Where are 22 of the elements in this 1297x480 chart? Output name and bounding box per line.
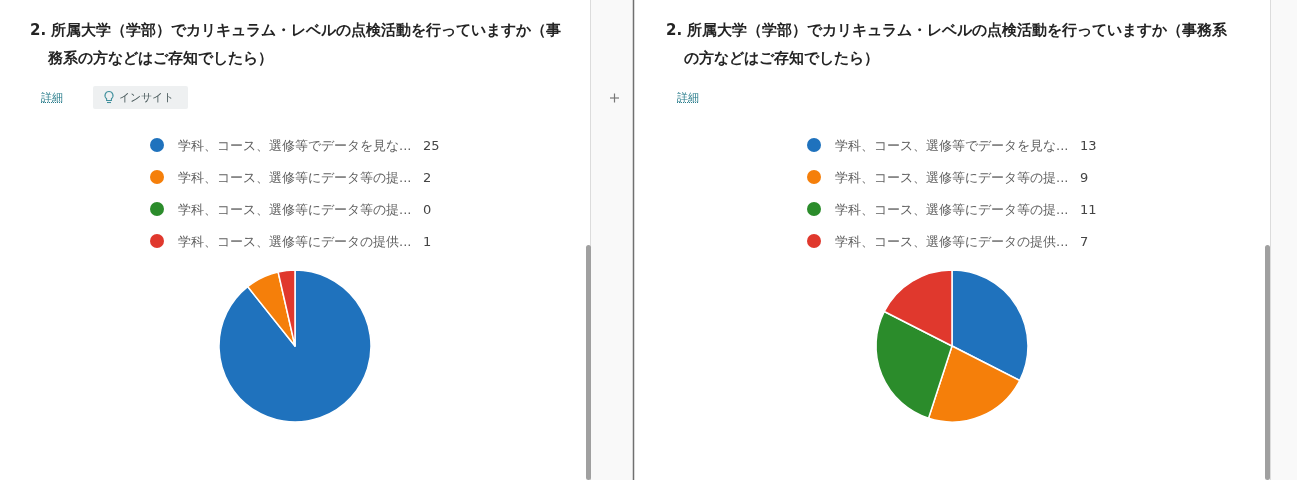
data-label: 11 — [1080, 201, 1097, 217]
data-label: 13 — [1080, 137, 1097, 153]
legend-label: 学科、コース、選修等にデータの提供... — [835, 233, 1069, 249]
pie-slice — [218, 269, 372, 423]
legend-label: 学科、コース、選修等にデータ等の提... — [835, 201, 1069, 217]
chart-title: 2. 所属大学（学部）でカリキュラム・レベルの点検活動を行っていますか（事務系の方などはご存知でしたら） — [666, 20, 1229, 69]
legend-label: 学科、コース、選修等にデータの提供... — [178, 233, 412, 249]
text: 詳細 — [677, 89, 699, 105]
data-label: 7 — [1080, 233, 1089, 249]
data-label: 1 — [423, 233, 432, 249]
legend-label: 学科、コース、選修等にデータ等の提... — [178, 169, 412, 185]
data-label: 9 — [1080, 169, 1089, 185]
legend-label: 学科、コース、選修等にデータ等の提... — [178, 201, 412, 217]
chart-title: 2. 所属大学（学部）でカリキュラム・レベルの点検活動を行っていますか（事務系の方などはご存知でしたら） — [30, 20, 563, 69]
legend-label: 学科、コース、選修等でデータを見な... — [178, 137, 412, 153]
text: 詳細 — [41, 89, 63, 105]
legend-label: 学科、コース、選修等にデータ等の提... — [835, 169, 1069, 185]
data-label: 2 — [423, 169, 432, 185]
data-label: 25 — [423, 137, 440, 153]
text: インサイト — [119, 89, 174, 105]
legend-label: 学科、コース、選修等でデータを見な... — [835, 137, 1069, 153]
text: 0 — [423, 201, 432, 217]
